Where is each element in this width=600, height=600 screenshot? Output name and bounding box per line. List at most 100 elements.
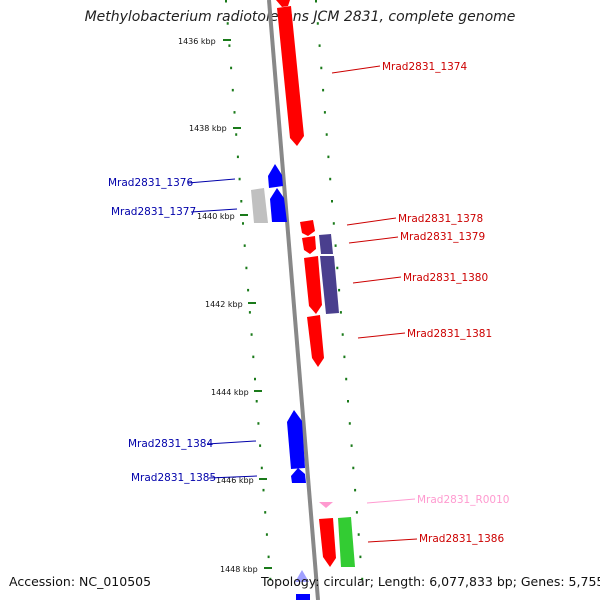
guide-dot — [231, 88, 234, 92]
guide-dot — [331, 200, 333, 203]
gene-arrow-1379[interactable] — [319, 234, 333, 254]
guide-dot — [341, 333, 344, 336]
kbp-ticks: 1436 kbp 1438 kbp 1440 kbp 1442 kbp 1444… — [178, 37, 272, 574]
guide-dot — [226, 22, 229, 25]
guide-dot — [267, 555, 270, 559]
gene-arrow-1386[interactable] — [319, 518, 336, 567]
guide-dot — [242, 222, 244, 225]
guide-dot — [315, 0, 317, 3]
guide-dot — [318, 44, 321, 47]
gene-arrow-1378b[interactable] — [302, 236, 316, 254]
guide-dot — [332, 222, 335, 225]
gene-arrow-partial-bottom[interactable] — [295, 570, 309, 582]
guide-dot — [238, 177, 241, 181]
leader-1381 — [357, 332, 406, 339]
gene-arrow-1377[interactable] — [270, 188, 287, 222]
guide-dot — [264, 511, 267, 514]
guide-dot — [247, 288, 250, 292]
leader-1374 — [331, 65, 381, 74]
guide-dot — [336, 266, 339, 270]
guide-dot — [259, 444, 262, 447]
guide-dot — [265, 533, 268, 536]
guide-dot — [240, 200, 243, 203]
rna-arrow-r0010[interactable] — [319, 502, 333, 508]
tick-label: 1436 kbp — [178, 37, 216, 46]
gene-label-1374[interactable]: Mrad2831_1374 — [382, 61, 467, 73]
guide-dot — [345, 377, 348, 381]
guide-dot — [248, 311, 251, 314]
gene-arrow-1380[interactable] — [304, 256, 322, 314]
right-dotted-guide — [315, 0, 364, 581]
guide-dot — [243, 244, 246, 247]
guide-dot — [329, 177, 332, 181]
leader-1378 — [346, 217, 397, 226]
gene-arrow-1376[interactable] — [268, 164, 283, 188]
leader-1385 — [208, 475, 258, 479]
gene-features — [251, 0, 355, 600]
guide-dot — [233, 111, 236, 114]
tick-label: 1438 kbp — [189, 124, 227, 133]
guide-dot — [322, 88, 325, 92]
guide-dot — [359, 555, 362, 559]
guide-dot — [355, 511, 358, 514]
gene-arrow-1381[interactable] — [307, 315, 324, 367]
gene-label-1381[interactable]: Mrad2831_1381 — [407, 328, 492, 340]
leader-1379 — [348, 236, 399, 244]
gene-labels: Mrad2831_1374 Mrad2831_1376 Mrad2831_137… — [108, 61, 509, 545]
guide-dot — [235, 133, 238, 136]
guide-dot — [323, 111, 326, 114]
gene-label-1376[interactable]: Mrad2831_1376 — [108, 177, 193, 189]
map-title: Methylobacterium radiotolerans JCM 2831,… — [84, 9, 516, 25]
gene-label-r0010[interactable]: Mrad2831_R0010 — [417, 494, 509, 506]
leader-1386 — [367, 538, 418, 543]
gene-label-1377[interactable]: Mrad2831_1377 — [111, 206, 196, 218]
leader-1384 — [206, 440, 257, 445]
guide-dot — [347, 400, 349, 403]
gene-arrow-1385[interactable] — [291, 468, 306, 483]
guide-dot — [361, 577, 364, 581]
gene-arrow-1386-green[interactable] — [338, 517, 355, 567]
tick-label: 1440 kbp — [197, 212, 235, 221]
guide-dot — [254, 377, 256, 381]
tick-label: 1444 kbp — [211, 388, 249, 397]
gene-arrow-1374[interactable] — [277, 6, 304, 146]
gene-arrow-1378[interactable] — [300, 220, 315, 236]
gene-arrow-1377-gray[interactable] — [251, 188, 268, 223]
gene-label-1386[interactable]: Mrad2831_1386 — [419, 533, 504, 545]
guide-dot — [257, 422, 260, 425]
guide-dot — [225, 0, 227, 3]
gene-arrow-partial[interactable] — [276, 0, 290, 7]
guide-dot — [245, 266, 248, 270]
gene-label-1385[interactable]: Mrad2831_1385 — [131, 472, 216, 484]
guide-dot — [252, 355, 255, 359]
guide-dot — [357, 533, 360, 536]
leader-1376 — [187, 178, 236, 184]
label-leaders — [187, 65, 418, 543]
guide-dot — [230, 66, 233, 70]
guide-dot — [350, 444, 353, 447]
guide-dot — [250, 333, 253, 336]
gene-block-partial-bottom[interactable] — [296, 594, 310, 600]
gene-label-1378[interactable]: Mrad2831_1378 — [398, 213, 483, 225]
genome-backbone — [267, 0, 320, 600]
gene-arrow-1384[interactable] — [287, 410, 305, 469]
guide-dot — [325, 133, 328, 136]
leader-1377 — [190, 208, 238, 213]
leader-r0010 — [366, 498, 416, 504]
gene-label-1380[interactable]: Mrad2831_1380 — [403, 272, 488, 284]
guide-dot — [348, 422, 351, 425]
gene-arrow-1380-hl[interactable] — [320, 256, 339, 314]
guide-dot — [339, 311, 342, 314]
guide-dot — [320, 66, 323, 70]
gene-label-1384[interactable]: Mrad2831_1384 — [128, 438, 213, 450]
gene-label-1379[interactable]: Mrad2831_1379 — [400, 231, 485, 243]
topology-text: Topology: circular; Length: 6,077,833 bp… — [261, 574, 600, 589]
guide-dot — [228, 44, 231, 47]
guide-dot — [255, 400, 258, 403]
guide-dot — [236, 155, 239, 159]
tick-label: 1446 kbp — [216, 476, 254, 485]
left-dotted-guide — [225, 0, 272, 581]
guide-dot — [327, 155, 330, 159]
